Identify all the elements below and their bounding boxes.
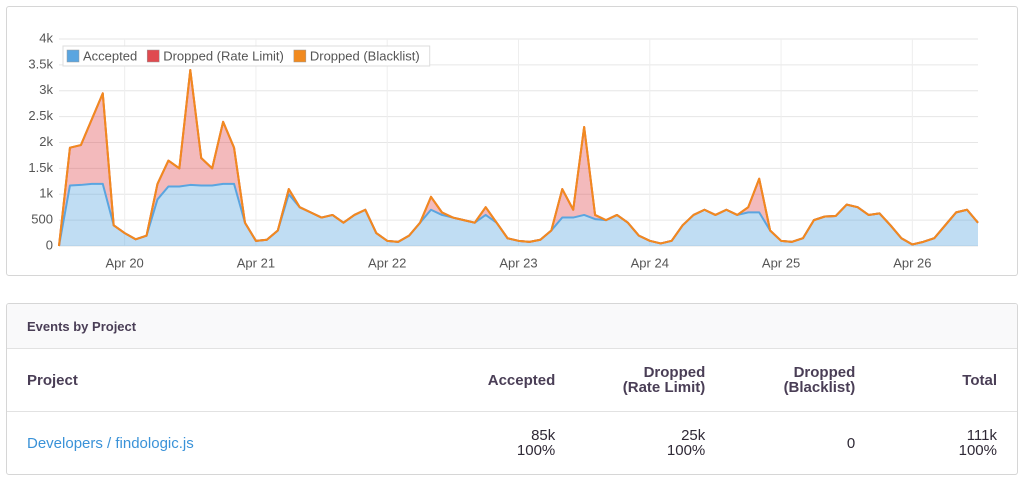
y-tick-label: 3k [39, 82, 53, 97]
cell-value: 0 [846, 434, 856, 452]
x-tick-label: Apr 24 [631, 255, 669, 270]
header-text: Dropped (Blacklist) [783, 364, 856, 396]
cell-value: 111k [966, 427, 997, 444]
x-tick-label: Apr 22 [368, 255, 406, 270]
table-cell: 0 [725, 412, 875, 475]
cell-percent: 100% [516, 442, 556, 459]
table-cell: 85k 100% [381, 412, 575, 475]
cell-value: 85k [531, 427, 556, 444]
project-link[interactable]: Developers / findologic.js [27, 434, 194, 452]
x-tick-label: Apr 21 [237, 255, 275, 270]
project-table: Project Accepted Dropped (Rate Limit) Dropp… [7, 349, 1017, 474]
header-row: Project Accepted Dropped (Rate Limit) Dropp… [7, 349, 1017, 412]
y-tick-label: 2.5k [28, 108, 53, 123]
panel-title: Events by Project [7, 304, 1017, 349]
y-tick-label: 500 [31, 212, 53, 227]
table-cell: 111k 100% [875, 412, 1017, 475]
y-tick-label: 2k [39, 134, 53, 149]
legend-swatch [293, 49, 307, 63]
legend-label: Accepted [83, 48, 137, 63]
x-tick-label: Apr 25 [762, 255, 800, 270]
chart: 0 500 1k 1.5k 2k 2.5k 3k 3.5k 4k Apr 20 Apr 21 Apr … [28, 30, 979, 270]
cell-percent: 100% [666, 442, 706, 459]
legend-swatch [146, 49, 160, 63]
series-line [58, 69, 979, 247]
header-text: Project [27, 371, 78, 389]
column-header: Total [875, 349, 1017, 412]
table-cell: Developers / findologic.js [7, 412, 381, 475]
table-row: Developers / findologic.js 85k 100% 25k 100%… [7, 412, 1017, 475]
y-tick-label: 3.5k [28, 56, 53, 71]
column-header: Dropped (Blacklist) [725, 349, 876, 412]
header-text: Accepted [487, 371, 556, 389]
column-header: Accepted [380, 349, 576, 412]
chart-panel: 0 500 1k 1.5k 2k 2.5k 3k 3.5k 4k Apr 20 Apr 21 Apr … [6, 6, 1018, 276]
table-cell: 25k 100% [575, 412, 725, 475]
column-header: Project [7, 349, 381, 412]
header-text: Total [962, 371, 997, 389]
y-tick-label: 4k [39, 30, 53, 45]
cell-value: 25k [681, 427, 706, 444]
legend-swatch [66, 49, 80, 63]
table-panel: Events by Project Project Accepted Dropped… [6, 303, 1018, 475]
x-tick-label: Apr 26 [893, 255, 931, 270]
y-tick-label: 0 [46, 237, 53, 252]
legend: Accepted Dropped (Rate Limit) Dropped (Bla… [62, 45, 431, 67]
y-tick-label: 1.5k [28, 160, 53, 175]
legend-label: Dropped (Rate Limit) [163, 48, 284, 63]
x-tick-label: Apr 23 [499, 255, 537, 270]
x-tick-label: Apr 20 [105, 255, 143, 270]
header-text: Dropped (Rate Limit) [622, 364, 706, 396]
series-area [59, 183, 978, 246]
cell-percent: 100% [958, 442, 997, 459]
y-tick-label: 1k [39, 186, 53, 201]
column-header: Dropped (Rate Limit) [575, 349, 726, 412]
legend-label: Dropped (Blacklist) [310, 48, 420, 63]
